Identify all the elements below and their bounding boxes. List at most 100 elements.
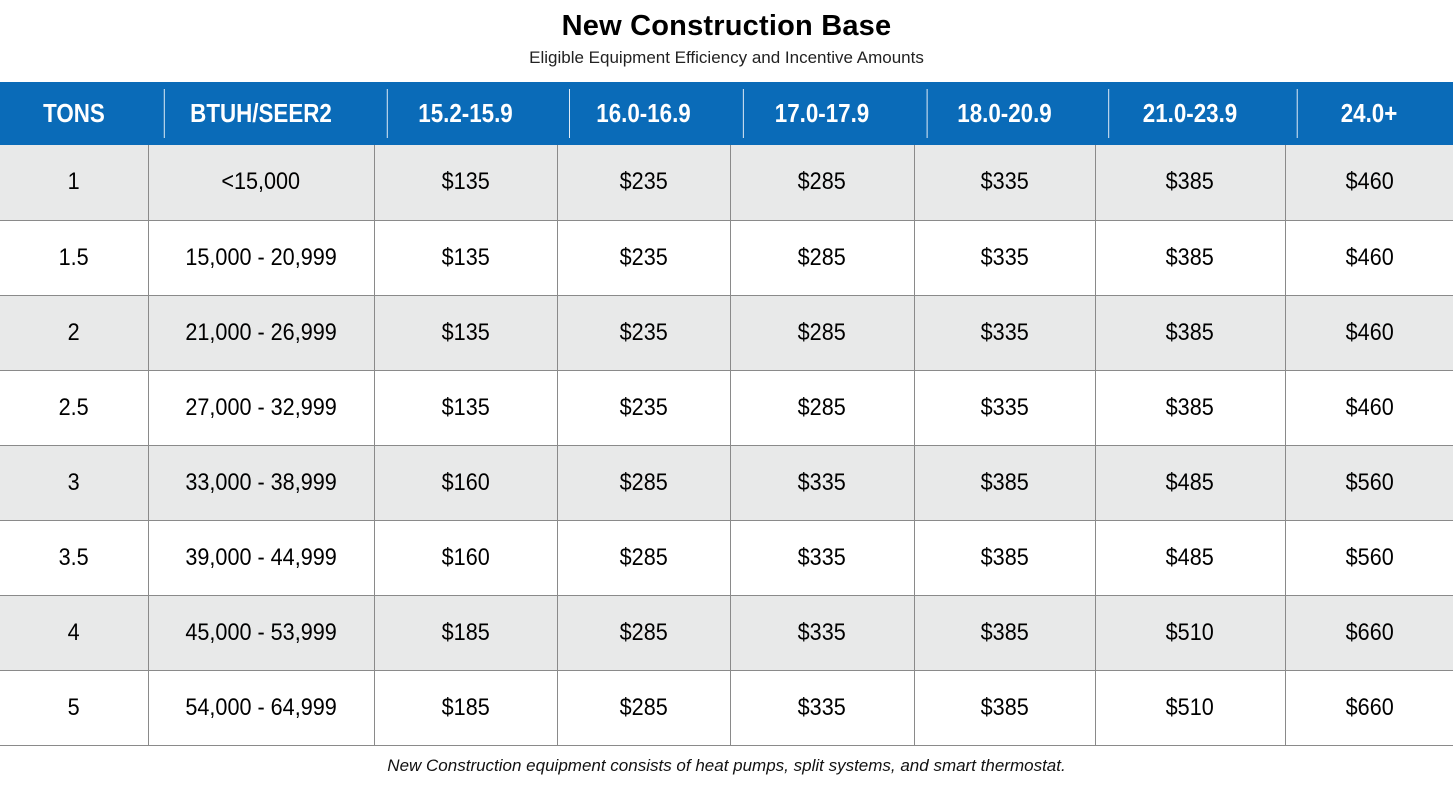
cell-tons: 5	[0, 670, 148, 746]
cell-value: $460	[1345, 168, 1394, 196]
cell-incentive: $510	[1094, 595, 1285, 671]
cell-incentive: $160	[373, 445, 557, 521]
footnote: New Construction equipment consists of h…	[387, 756, 1066, 775]
cell-value: $485	[1165, 468, 1215, 496]
cell-value: $185	[441, 618, 490, 646]
cell-value: 54,000 - 64,999	[185, 693, 337, 721]
cell-value: $510	[1165, 693, 1215, 721]
cell-value: 5	[67, 693, 80, 721]
cell-incentive: $235	[556, 370, 730, 446]
cell-incentive: $135	[373, 145, 557, 221]
table-header-row: TONS BTUH/SEER2 15.2-15.9 16.0-16.9 17.0…	[0, 82, 1453, 145]
cell-incentive: $285	[556, 670, 730, 746]
table-body: 1 <15,000 $135 $235 $285 $335 $385 $460 1.5 15,00…	[0, 145, 1453, 746]
cell-incentive: $285	[729, 145, 914, 221]
cell-tons: 3.5	[0, 520, 148, 596]
cell-incentive: $235	[556, 220, 730, 296]
cell-value: $385	[980, 693, 1029, 721]
cell-value: $485	[1165, 543, 1215, 571]
cell-value: 1.5	[58, 243, 89, 271]
cell-value: $335	[980, 168, 1029, 196]
cell-value: $560	[1345, 468, 1394, 496]
cell-value: $335	[797, 693, 847, 721]
cell-incentive: $160	[373, 520, 557, 596]
cell-btuh: 39,000 - 44,999	[147, 520, 374, 596]
cell-incentive: $335	[729, 520, 914, 596]
table-row: 1.5 15,000 - 20,999 $135 $235 $285 $335 $385 $4…	[0, 220, 1453, 296]
cell-value: $460	[1345, 318, 1394, 346]
cell-btuh: 21,000 - 26,999	[147, 295, 374, 371]
cell-value: $385	[1165, 318, 1215, 346]
cell-value: 21,000 - 26,999	[185, 318, 337, 346]
cell-value: $135	[441, 318, 490, 346]
cell-value: 2.5	[58, 393, 89, 421]
cell-incentive: $285	[729, 220, 914, 296]
cell-value: $385	[980, 543, 1029, 571]
cell-value: $285	[619, 468, 668, 496]
incentive-table: TONS BTUH/SEER2 15.2-15.9 16.0-16.9 17.0…	[0, 82, 1453, 746]
cell-incentive: $385	[1094, 370, 1285, 446]
table-row: 3.5 39,000 - 44,999 $160 $285 $335 $385 $485 $5…	[0, 520, 1453, 596]
table-row: 3 33,000 - 38,999 $160 $285 $335 $385 $485 $560	[0, 445, 1453, 521]
cell-value: 27,000 - 32,999	[185, 393, 337, 421]
cell-incentive: $485	[1094, 520, 1285, 596]
cell-incentive: $285	[556, 520, 730, 596]
cell-btuh: <15,000	[147, 145, 374, 221]
cell-value: $285	[797, 318, 847, 346]
cell-value: <15,000	[221, 168, 301, 196]
header-seer2-18-0: 18.0-20.9	[926, 82, 1083, 145]
cell-value: $135	[441, 168, 490, 196]
cell-incentive: $385	[913, 595, 1095, 671]
cell-value: $285	[797, 393, 847, 421]
cell-btuh: 27,000 - 32,999	[147, 370, 374, 446]
cell-value: $510	[1165, 618, 1215, 646]
cell-value: $385	[1165, 243, 1215, 271]
cell-incentive: $385	[913, 520, 1095, 596]
cell-tons: 2	[0, 295, 148, 371]
cell-value: $335	[797, 543, 847, 571]
table-row: 2.5 27,000 - 32,999 $135 $235 $285 $335 $385 $4…	[0, 370, 1453, 446]
cell-incentive: $485	[1094, 445, 1285, 521]
cell-value: $660	[1345, 618, 1394, 646]
cell-btuh: 15,000 - 20,999	[147, 220, 374, 296]
cell-incentive: $335	[729, 595, 914, 671]
cell-value: $460	[1345, 393, 1394, 421]
table-row: 2 21,000 - 26,999 $135 $235 $285 $335 $385 $460	[0, 295, 1453, 371]
cell-value: 2	[67, 318, 80, 346]
cell-value: $285	[797, 243, 847, 271]
cell-value: $335	[980, 243, 1029, 271]
cell-tons: 2.5	[0, 370, 148, 446]
cell-incentive: $660	[1284, 670, 1453, 746]
cell-value: $285	[619, 543, 668, 571]
cell-incentive: $235	[556, 145, 730, 221]
cell-value: $660	[1345, 693, 1394, 721]
cell-value: $285	[619, 618, 668, 646]
cell-incentive: $235	[556, 295, 730, 371]
cell-value: $135	[441, 393, 490, 421]
cell-value: $385	[980, 468, 1029, 496]
cell-incentive: $460	[1284, 220, 1453, 296]
cell-incentive: $335	[729, 670, 914, 746]
header-seer2-16-0: 16.0-16.9	[569, 82, 718, 145]
header-seer2-24-0: 24.0+	[1296, 82, 1441, 145]
cell-incentive: $185	[373, 595, 557, 671]
cell-incentive: $335	[913, 220, 1095, 296]
cell-btuh: 45,000 - 53,999	[147, 595, 374, 671]
cell-tons: 3	[0, 445, 148, 521]
cell-value: $160	[441, 468, 490, 496]
cell-incentive: $185	[373, 670, 557, 746]
cell-value: $235	[619, 243, 668, 271]
header-tons: TONS	[43, 98, 105, 128]
cell-incentive: $385	[913, 670, 1095, 746]
cell-value: 45,000 - 53,999	[185, 618, 337, 646]
header-seer2-15-2: 15.2-15.9	[386, 82, 544, 145]
cell-incentive: $460	[1284, 145, 1453, 221]
cell-incentive: $135	[373, 295, 557, 371]
cell-incentive: $385	[1094, 220, 1285, 296]
header-seer2-17-0: 17.0-17.9	[742, 82, 901, 145]
cell-value: $160	[441, 543, 490, 571]
cell-value: 1	[67, 168, 80, 196]
cell-value: $385	[1165, 168, 1215, 196]
cell-incentive: $335	[913, 295, 1095, 371]
table-row: 4 45,000 - 53,999 $185 $285 $335 $385 $510 $660	[0, 595, 1453, 671]
